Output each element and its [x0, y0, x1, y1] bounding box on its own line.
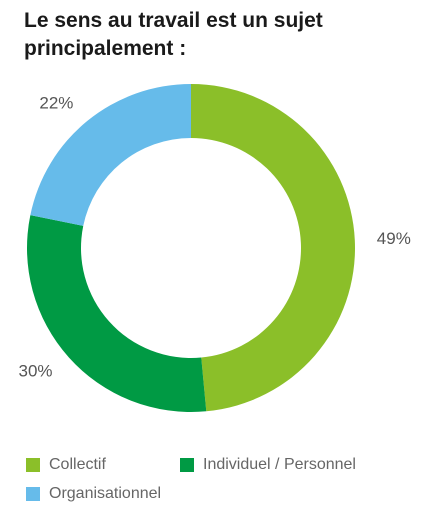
- legend-label-collectif: Collectif: [49, 456, 106, 473]
- slice-individuel-personnel[interactable]: [26, 215, 207, 412]
- legend-label-individuel-personnel: Individuel / Personnel: [203, 456, 356, 473]
- legend-swatch-collectif: [26, 458, 40, 472]
- legend-swatch-organisationnel: [26, 487, 40, 501]
- value-label-individuel-personnel: 30%: [18, 362, 52, 381]
- value-label-organisationnel: 22%: [39, 93, 73, 112]
- slice-collectif[interactable]: [191, 84, 355, 412]
- legend-item-organisationnel[interactable]: Organisationnel: [26, 485, 161, 503]
- legend-swatch-individuel-personnel: [180, 458, 194, 472]
- value-label-collectif: 49%: [377, 229, 411, 248]
- legend-item-collectif[interactable]: Collectif: [26, 456, 106, 474]
- chart-title: Le sens au travail est un sujet principa…: [24, 9, 323, 60]
- legend-label-organisationnel: Organisationnel: [49, 485, 162, 502]
- value-labels: 49% 30% 22%: [18, 93, 410, 380]
- donut-slices: [26, 84, 355, 412]
- slice-organisationnel[interactable]: [30, 84, 192, 226]
- legend-item-individuel-personnel[interactable]: Individuel / Personnel: [180, 456, 356, 474]
